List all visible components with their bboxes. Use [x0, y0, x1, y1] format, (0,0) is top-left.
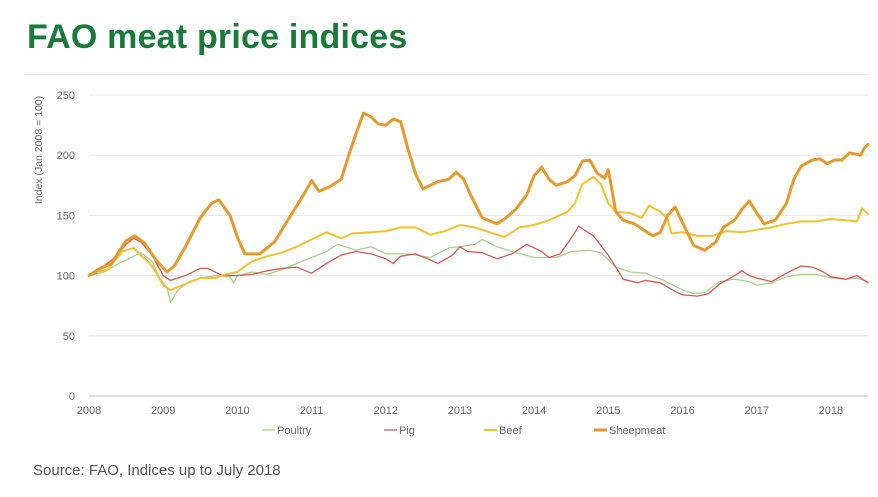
y-tick-label: 50: [63, 331, 75, 343]
series-line-poultry: [88, 238, 869, 303]
x-tick-label: 2012: [374, 405, 398, 417]
y-tick-label: 200: [57, 150, 75, 162]
y-tick-label: 100: [57, 271, 75, 283]
series-lines: [87, 111, 870, 303]
y-tick-label: 250: [57, 90, 75, 102]
x-tick-label: 2015: [596, 405, 620, 417]
x-tick-label: 2009: [151, 405, 175, 417]
y-tick-label: 0: [69, 391, 75, 403]
y-axis-label: Index (Jan 2008 = 100): [33, 96, 45, 204]
x-tick-label: 2018: [819, 405, 843, 417]
legend: Poultry Pig Beef Sheepmeat: [262, 425, 665, 437]
series-line-pig: [88, 225, 869, 297]
x-tick-label: 2011: [300, 405, 324, 417]
x-tick-labels: 2008 2009 2010 2011 2012 2013 2014 2015 2016 2017…: [77, 405, 843, 417]
legend-label-sheepmeat: Sheepmeat: [609, 425, 665, 437]
source-note: Source: FAO, Indices up to July 2018: [33, 462, 281, 479]
y-tick-label: 150: [57, 210, 75, 222]
y-tick-labels: 0 50 100 150 200 250: [57, 90, 75, 403]
x-tick-label: 2013: [448, 405, 472, 417]
x-tick-label: 2010: [225, 405, 249, 417]
legend-label-poultry: Poultry: [277, 425, 312, 437]
title-divider: [24, 74, 868, 75]
y-gridlines: [89, 94, 868, 397]
x-tick-label: 2008: [77, 405, 101, 417]
series-line-beef: [88, 175, 869, 291]
page-title: FAO meat price indices: [27, 18, 408, 56]
legend-label-pig: Pig: [399, 425, 415, 437]
series-line-sheepmeat: [87, 111, 870, 278]
x-tick-label: 2014: [522, 405, 546, 417]
legend-label-beef: Beef: [499, 425, 523, 437]
x-tick-label: 2016: [670, 405, 694, 417]
x-tick-label: 2017: [744, 405, 768, 417]
